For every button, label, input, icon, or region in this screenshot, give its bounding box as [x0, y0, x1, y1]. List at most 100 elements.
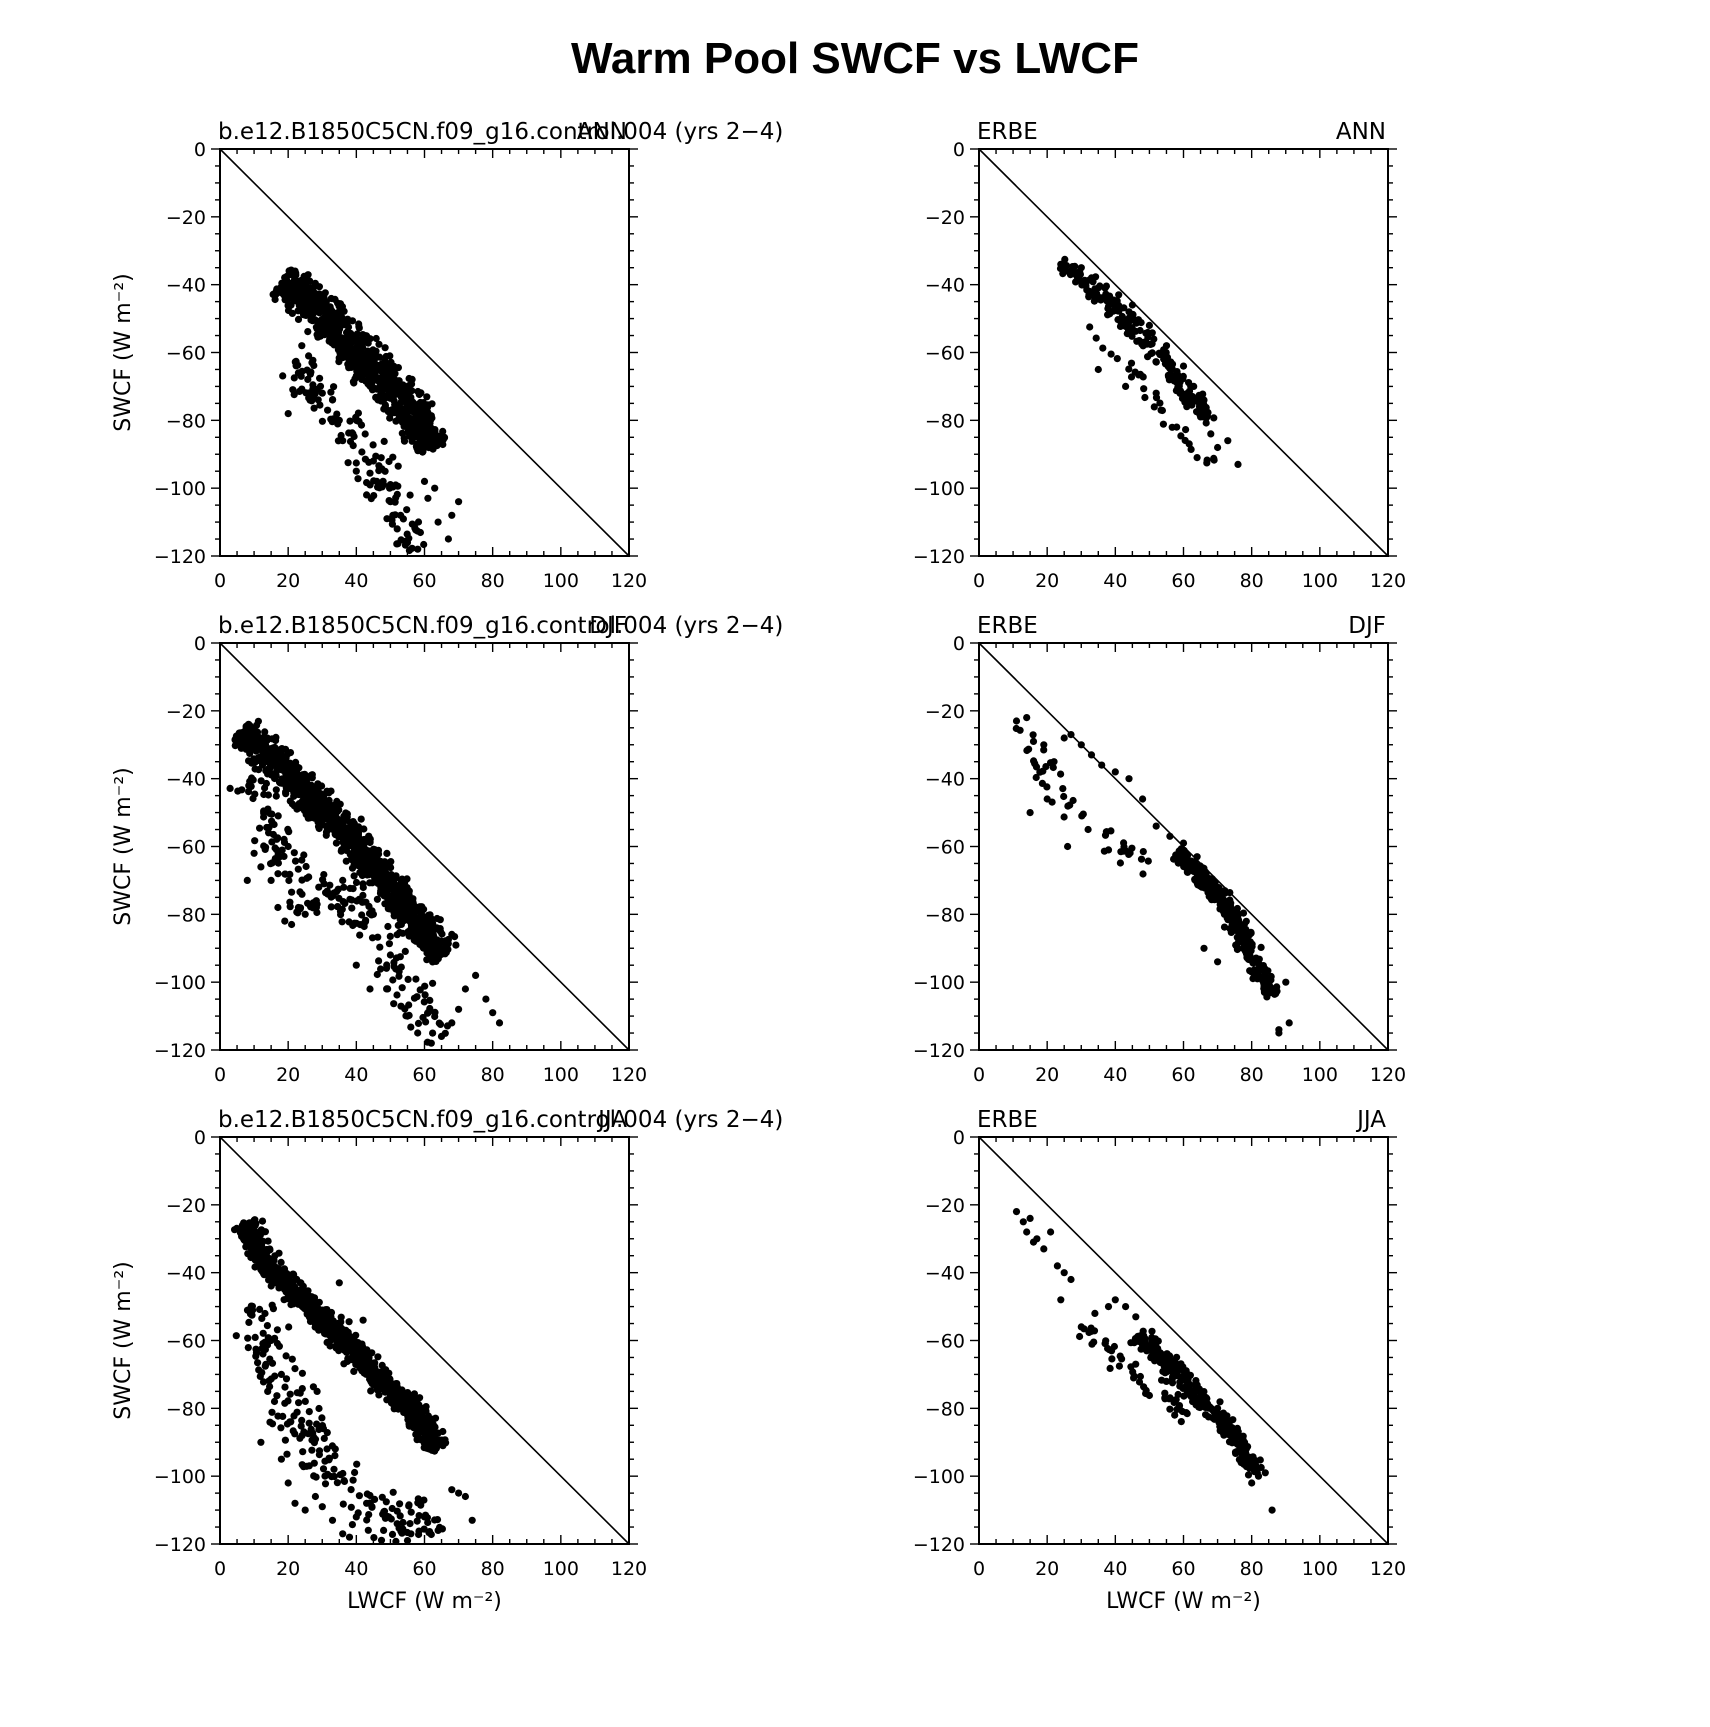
plot-frame: [978, 148, 1389, 557]
data-point: [381, 361, 390, 369]
data-point: [1247, 929, 1255, 937]
data-point: [288, 1279, 296, 1287]
data-point: [257, 1438, 265, 1446]
data-point: [1227, 899, 1235, 907]
x-tick-label: 100: [1302, 570, 1338, 592]
data-point: [1127, 373, 1136, 381]
data-point: [1179, 362, 1188, 370]
data-point: [373, 895, 381, 903]
data-point: [1282, 978, 1290, 986]
data-point: [267, 1336, 275, 1345]
data-point: [319, 876, 327, 884]
data-point: [1120, 839, 1128, 847]
data-point: [374, 1373, 382, 1381]
data-point: [1087, 751, 1096, 759]
y-tick-label: −120: [913, 546, 965, 568]
data-point: [384, 922, 392, 931]
data-point: [300, 1463, 308, 1471]
data-point: [290, 374, 298, 382]
data-point: [396, 888, 404, 897]
data-point: [259, 1329, 267, 1337]
data-point: [256, 1305, 264, 1313]
data-point: [281, 286, 289, 294]
data-point: [324, 1470, 332, 1478]
data-point: [426, 1004, 434, 1013]
data-point: [313, 1420, 321, 1428]
data-point: [326, 881, 334, 889]
data-point: [1234, 1428, 1242, 1436]
data-point: [1104, 846, 1113, 854]
data-point: [404, 975, 412, 984]
data-point: [431, 484, 439, 492]
data-point: [1216, 1398, 1224, 1406]
data-point: [335, 1279, 343, 1287]
data-point: [1087, 274, 1096, 282]
data-point: [1147, 1352, 1156, 1360]
data-point: [393, 525, 401, 533]
data-point: [1176, 1378, 1184, 1386]
data-point: [256, 753, 264, 761]
data-point: [251, 1333, 259, 1341]
data-point: [275, 1249, 283, 1257]
data-point: [1040, 1245, 1048, 1253]
data-point: [429, 1029, 437, 1037]
data-point: [393, 490, 401, 498]
data-point: [1173, 1353, 1181, 1361]
data-point: [258, 1345, 266, 1353]
data-point: [358, 911, 366, 919]
data-point: [254, 717, 262, 725]
data-point: [366, 985, 374, 993]
data-point: [396, 1512, 404, 1520]
plot-frame: [219, 1136, 630, 1545]
data-point: [1061, 255, 1069, 263]
data-point: [382, 352, 390, 361]
data-point: [412, 975, 420, 983]
y-tick-label: 0: [194, 633, 206, 655]
data-point: [380, 481, 388, 489]
data-point: [1210, 878, 1218, 886]
data-point: [299, 799, 307, 808]
data-point: [388, 1394, 396, 1402]
data-point: [321, 1480, 330, 1488]
data-point: [400, 913, 408, 921]
data-point: [379, 1510, 387, 1518]
data-point: [292, 778, 300, 786]
data-point: [303, 874, 311, 882]
data-point: [265, 1377, 273, 1385]
data-point: [381, 404, 389, 412]
data-point: [385, 940, 393, 948]
y-tick-label: −120: [154, 546, 206, 568]
data-point: [355, 417, 363, 425]
data-point: [423, 393, 431, 401]
data-point: [1173, 423, 1181, 431]
reference-line: [219, 1136, 630, 1545]
scatter-panel-1: 0 20 40 60 80 100 120−120−100−80−60−40−200b.e1…: [111, 119, 783, 592]
data-point: [1193, 454, 1201, 462]
data-point: [348, 337, 356, 345]
data-point: [1210, 454, 1218, 462]
data-point: [299, 1292, 307, 1300]
y-tick-label: −100: [913, 1466, 965, 1488]
data-point: [1159, 420, 1167, 428]
data-point: [290, 391, 298, 399]
data-point: [241, 732, 250, 740]
data-point: [1186, 394, 1194, 402]
data-point: [1166, 1352, 1174, 1360]
data-point: [338, 313, 346, 321]
data-point: [328, 396, 337, 404]
data-point: [266, 810, 274, 818]
data-point: [308, 312, 316, 320]
data-point: [1200, 944, 1208, 952]
data-point: [371, 1363, 379, 1371]
data-point: [367, 1387, 375, 1395]
data-point: [418, 421, 427, 429]
data-point: [363, 332, 371, 340]
data-point: [1224, 437, 1232, 445]
data-point: [426, 996, 434, 1005]
data-point: [1230, 1438, 1238, 1446]
data-point: [308, 774, 316, 782]
data-point: [1094, 365, 1102, 374]
data-point: [274, 1412, 282, 1420]
data-point: [248, 1311, 256, 1319]
data-point: [1122, 1303, 1130, 1311]
